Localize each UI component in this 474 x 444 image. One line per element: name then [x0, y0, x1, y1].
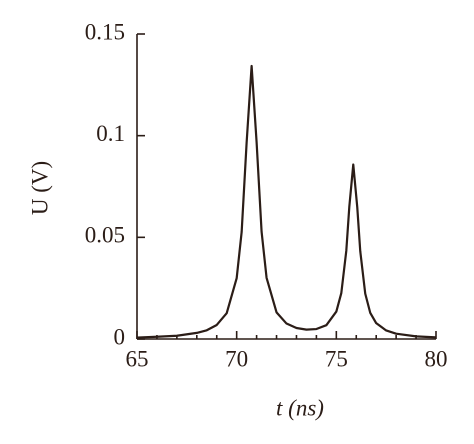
- data-line: [136, 64, 437, 339]
- x-tick-label: 65: [126, 346, 149, 371]
- x-axis-label: t (ns): [276, 395, 324, 420]
- y-axis-label: U (V): [27, 161, 52, 215]
- x-tick-label: 75: [325, 346, 348, 371]
- x-tick-label: 80: [425, 346, 448, 371]
- y-tick-label: 0.15: [85, 19, 125, 44]
- y-tick-label: 0.1: [96, 121, 125, 146]
- y-tick-label: 0: [114, 324, 126, 349]
- x-tick-label: 70: [225, 346, 248, 371]
- y-tick-label: 0.05: [85, 223, 125, 248]
